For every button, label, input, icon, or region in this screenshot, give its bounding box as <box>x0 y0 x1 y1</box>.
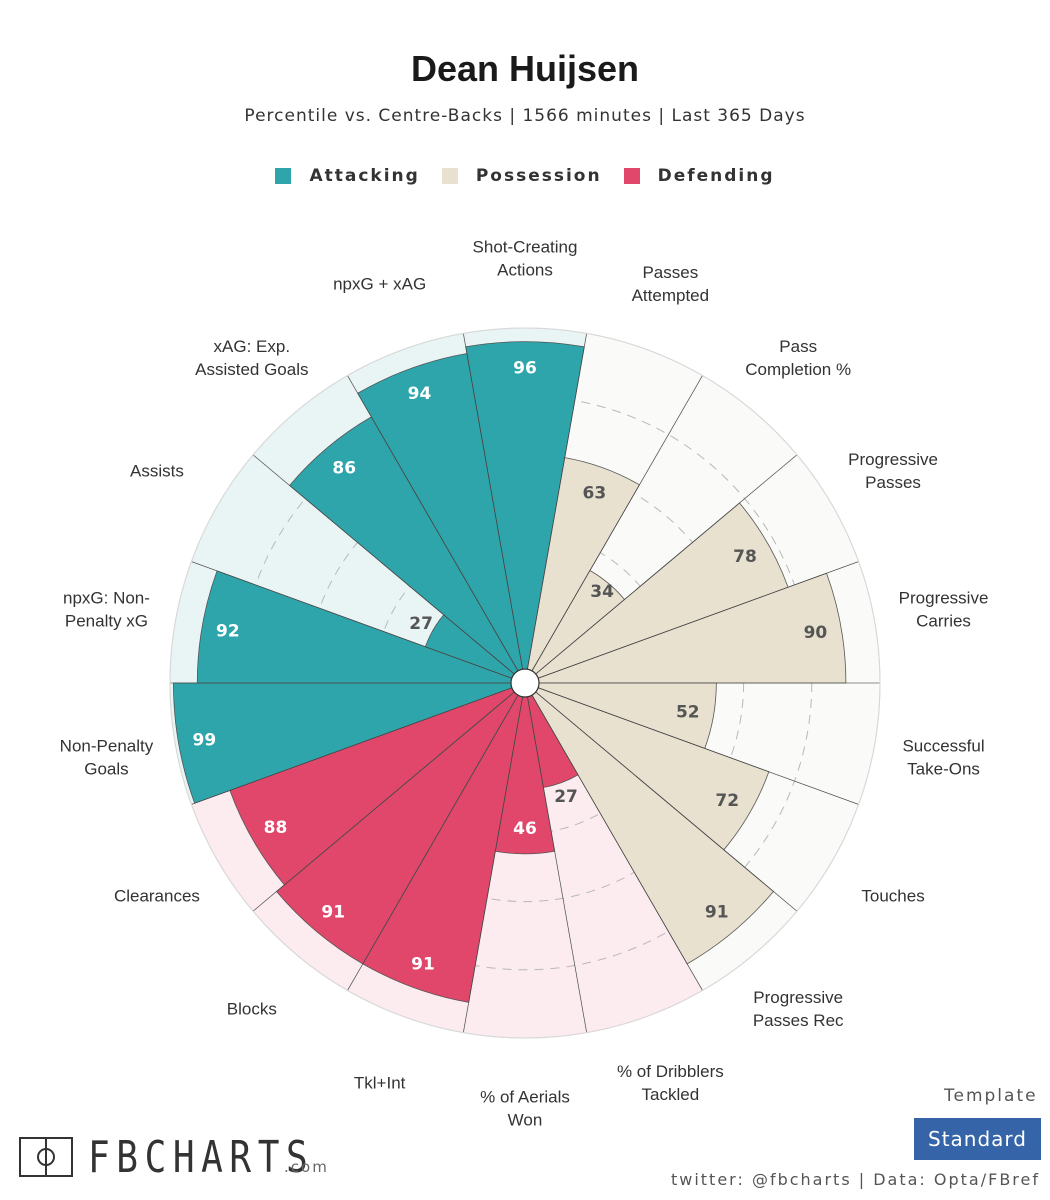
value-label: 46 <box>513 819 537 839</box>
spoke-line <box>252 454 515 675</box>
template-badge: Standard <box>914 1118 1041 1160</box>
category-label: Pass Completion % <box>745 337 851 379</box>
spoke-line <box>538 687 859 805</box>
spoke-line <box>347 694 519 991</box>
spoke-line <box>527 333 587 670</box>
value-label: 52 <box>676 703 700 723</box>
spoke-line <box>538 561 859 679</box>
chart-title: Dean Huijsen <box>410 48 640 89</box>
brand-name: FBCHARTS <box>88 1132 315 1183</box>
value-label: 99 <box>193 731 217 751</box>
value-label: 27 <box>409 614 433 634</box>
category-label: Shot-Creating Actions <box>473 238 578 280</box>
brand-domain: .com <box>284 1158 329 1176</box>
category-label: xAG: Exp. Assisted Goals <box>195 337 308 379</box>
data-credit: twitter: @fbcharts | Data: Opta/FBref <box>670 1170 1040 1189</box>
spoke-line <box>531 375 703 672</box>
value-label: 27 <box>554 787 578 807</box>
category-label: Non-Penalty Goals <box>60 736 154 778</box>
legend-swatch-possession <box>441 168 458 184</box>
spoke-line <box>191 561 512 679</box>
legend-swatch-defending <box>623 168 640 184</box>
value-label: 63 <box>583 483 607 503</box>
value-label: 78 <box>733 547 757 567</box>
value-label: 96 <box>513 359 537 379</box>
center-hole <box>510 668 540 698</box>
value-label: 91 <box>321 903 345 923</box>
category-label: % of Dribblers Tackled <box>617 1062 724 1104</box>
category-label: Progressive Passes Rec <box>753 988 844 1030</box>
category-label: Passes Attempted <box>632 263 710 305</box>
value-label: 92 <box>216 622 240 642</box>
spoke-line <box>463 333 523 670</box>
category-label: Touches <box>861 887 924 906</box>
pitch-logo-icon <box>19 1137 73 1177</box>
chart-subtitle: Percentile vs. Centre-Backs | 1566 minut… <box>244 106 806 126</box>
category-label: npxG: Non-Penalty xG <box>63 589 150 631</box>
value-label: 90 <box>804 623 828 643</box>
template-label: Template <box>944 1086 1038 1106</box>
legend-label-defending: Defending <box>657 166 775 186</box>
category-label: Progressive Carries <box>899 589 989 631</box>
category-label: Clearances <box>114 887 200 906</box>
category-label: Tkl+Int <box>354 1073 406 1092</box>
legend-item-attacking: Attacking <box>275 166 419 186</box>
legend-label-possession: Possession <box>475 166 602 186</box>
spoke-line <box>535 454 798 675</box>
value-label: 88 <box>264 818 288 838</box>
legend: Attacking Possession Defending <box>0 166 1050 186</box>
spoke-line <box>252 691 515 912</box>
category-label: Assists <box>130 462 184 481</box>
outer-ring <box>169 327 881 1039</box>
value-label: 91 <box>411 954 435 974</box>
legend-item-defending: Defending <box>623 166 775 186</box>
category-label: % of Aerials Won <box>480 1088 570 1130</box>
spoke-line <box>347 375 519 672</box>
category-label: npxG + xAG <box>333 275 426 294</box>
value-label: 34 <box>590 582 614 602</box>
spoke-line <box>527 696 587 1033</box>
spoke-line <box>535 691 798 912</box>
value-label: 94 <box>408 384 432 404</box>
legend-swatch-attacking <box>275 168 292 184</box>
category-label: Blocks <box>227 1000 277 1019</box>
category-label: Progressive Passes <box>848 450 938 492</box>
legend-label-attacking: Attacking <box>309 166 420 186</box>
spoke-line <box>191 687 512 805</box>
value-label: 72 <box>715 791 739 811</box>
value-label: 91 <box>705 903 729 923</box>
legend-item-possession: Possession <box>441 166 602 186</box>
value-label: 86 <box>332 459 356 479</box>
spoke-line <box>531 694 703 991</box>
spoke-line <box>463 696 523 1033</box>
category-label: Successful Take-Ons <box>902 736 984 778</box>
brand: FBCHARTS .com <box>18 1134 364 1180</box>
